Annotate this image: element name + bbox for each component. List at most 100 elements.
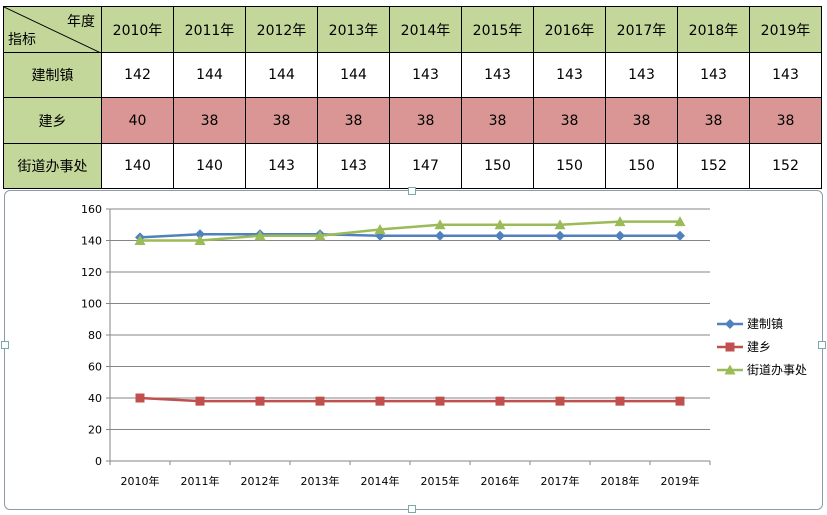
data-point [555,396,565,406]
legend-label: 建乡 [747,340,771,354]
legend-marker [725,319,735,329]
table-cell[interactable]: 150 [533,143,606,189]
chart-object[interactable]: 0 20 40 60 80 100 120 140 160 2010年 2011年 2012年 2013… [1,187,826,513]
table-cell[interactable]: 152 [749,143,822,189]
corner-indicator-label: 指标 [8,32,36,48]
data-point [615,396,625,406]
series-line-2 [140,220,680,242]
y-tick-label: 80 [88,329,102,342]
data-point [675,396,685,406]
x-tick-label: 2013年 [301,474,340,488]
table-cell[interactable]: 38 [389,97,462,144]
data-point [375,230,385,241]
table-cell[interactable]: 38 [749,97,822,144]
table-cell[interactable]: 143 [605,52,678,98]
legend-marker [725,342,735,352]
data-point [375,396,385,406]
series-line-1 [139,396,680,403]
data-point [135,393,145,403]
resize-handle-right[interactable] [818,341,826,349]
table-cell[interactable]: 140 [173,143,246,189]
table-cell[interactable]: 144 [317,52,390,98]
table-cell[interactable]: 143 [317,143,390,189]
data-point [254,230,266,241]
table-cell[interactable]: 143 [245,143,318,189]
table-cell[interactable]: 143 [461,52,534,98]
col-header-2019[interactable]: 2019年 [749,6,822,53]
diagonal-line [4,7,101,53]
data-point [494,219,506,230]
table-cell[interactable]: 150 [461,143,534,189]
data-point [555,230,565,241]
resize-handle-bottom[interactable] [408,505,416,513]
corner-header-cell[interactable]: 年度 指标 [3,6,102,53]
table-cell[interactable]: 142 [101,52,174,98]
data-table: 年度 指标 2010年 2011年 2012年 2013年 2014年 2015… [3,6,822,189]
data-point [315,396,325,406]
x-tick-label: 2014年 [361,474,400,488]
y-tick-label: 160 [81,203,102,216]
data-point [435,396,445,406]
table-cell[interactable]: 143 [677,52,750,98]
data-point [134,235,146,245]
y-tick-label: 140 [81,235,102,248]
table-cell[interactable]: 38 [605,97,678,144]
row-header-jiedao[interactable]: 街道办事处 [3,143,102,189]
legend-label: 街道办事处 [747,362,807,377]
data-point [615,230,625,241]
y-tick-label: 20 [88,424,102,437]
legend-marker [724,364,736,375]
col-header-2011[interactable]: 2011年 [173,6,246,53]
col-header-2014[interactable]: 2014年 [389,6,462,53]
col-header-2013[interactable]: 2013年 [317,6,390,53]
table-cell[interactable]: 152 [677,143,750,189]
line-chart: 0 20 40 60 80 100 120 140 160 2010年 2011年 2012年 2013… [81,203,807,488]
legend-label: 建制镇 [747,317,783,331]
data-point [194,235,206,245]
table-cell[interactable]: 38 [245,97,318,144]
table-cell[interactable]: 144 [245,52,318,98]
table-cell[interactable]: 40 [101,97,174,144]
data-point [195,396,205,406]
col-header-2018[interactable]: 2018年 [677,6,750,53]
table-cell[interactable]: 38 [533,97,606,144]
data-point [195,229,205,240]
data-point [314,230,326,241]
table-cell[interactable]: 38 [677,97,750,144]
row-header-jianxiang[interactable]: 建乡 [3,97,102,144]
corner-year-label: 年度 [67,14,95,30]
y-tick-label: 100 [81,298,102,311]
y-tick-label: 40 [88,392,102,405]
table-cell[interactable]: 140 [101,143,174,189]
col-header-2012[interactable]: 2012年 [245,6,318,53]
col-header-2015[interactable]: 2015年 [461,6,534,53]
data-point [614,216,626,227]
y-tick-label: 0 [95,455,102,468]
data-point [255,396,265,406]
data-point [674,216,686,227]
table-cell[interactable]: 38 [317,97,390,144]
y-tick-label: 120 [81,266,102,279]
x-tick-label: 2016年 [481,474,520,488]
row-header-jianzhizhen[interactable]: 建制镇 [3,52,102,98]
x-tick-label: 2010年 [121,474,160,488]
data-point [554,219,566,230]
data-point [435,230,445,241]
table-cell[interactable]: 38 [173,97,246,144]
data-point [434,219,446,230]
col-header-2010[interactable]: 2010年 [101,6,174,53]
col-header-2017[interactable]: 2017年 [605,6,678,53]
x-tick-label: 2019年 [661,474,700,488]
table-cell[interactable]: 143 [749,52,822,98]
table-cell[interactable]: 150 [605,143,678,189]
table-cell[interactable]: 147 [389,143,462,189]
table-cell[interactable]: 143 [533,52,606,98]
x-tick-label: 2012年 [241,474,280,488]
table-cell[interactable]: 143 [389,52,462,98]
table-cell[interactable]: 38 [461,97,534,144]
x-tick-label: 2018年 [601,474,640,488]
resize-handle-left[interactable] [1,341,9,349]
table-cell[interactable]: 144 [173,52,246,98]
col-header-2016[interactable]: 2016年 [533,6,606,53]
resize-handle-top[interactable] [408,187,416,195]
